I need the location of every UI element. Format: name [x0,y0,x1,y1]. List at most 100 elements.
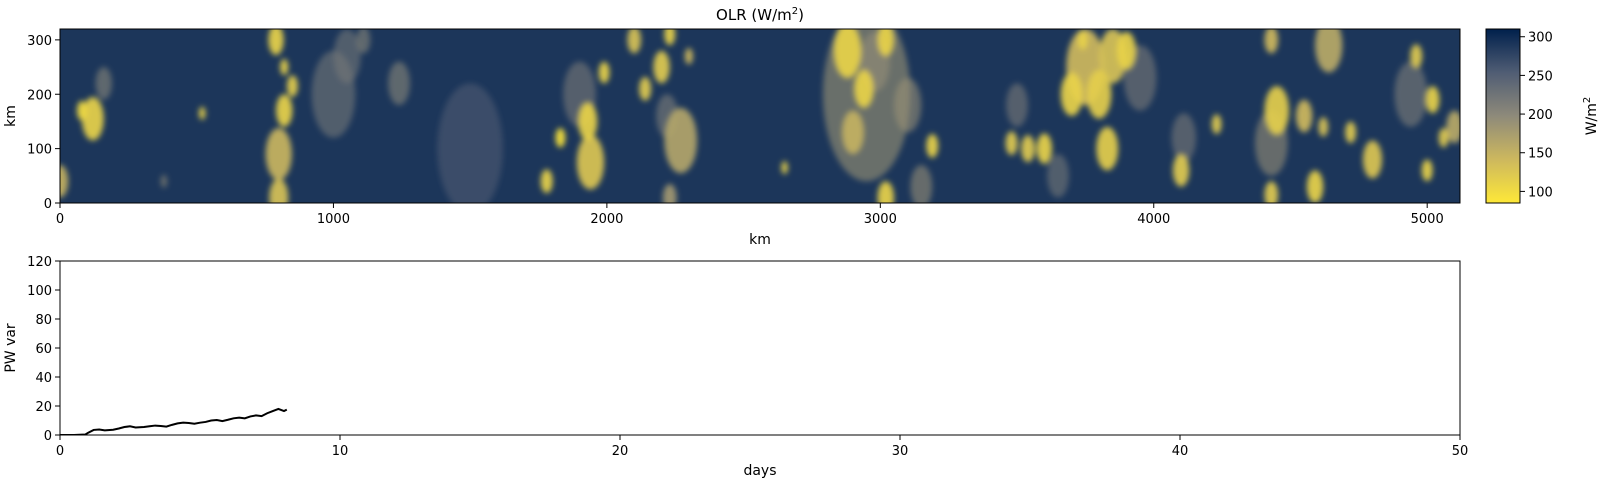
heatmap-y-ticks: 0 100 200 300 [27,34,60,212]
colorbar-label: W/m2 [1582,97,1600,136]
olr-cloud-feature [280,58,289,76]
heatmap-x-tick-label: 3000 [864,212,897,227]
olr-cloud-feature [356,29,371,54]
olr-cloud-feature [842,110,864,155]
olr-cloud-feature [276,94,293,127]
heatmap-plot-area [60,29,1460,203]
heatmap-x-tick-label: 4000 [1137,212,1170,227]
olr-cloud-feature [1345,121,1357,144]
line-y-tick-label: 20 [35,400,52,415]
colorbar-tick-label: 200 [1528,108,1553,123]
olr-cloud-feature [333,29,361,84]
olr-cloud-feature [1362,140,1383,179]
olr-cloud-feature [877,181,894,203]
heatmap-ylabel: km [3,105,19,127]
olr-cloud-feature [1171,113,1197,163]
heatmap-x-ticks: 0 1000 2000 3000 4000 5000 [56,203,1444,227]
olr-cloud-feature [76,100,87,121]
olr-cloud-feature [1096,126,1119,171]
colorbar-tick-label: 100 [1528,185,1553,200]
olr-cloud-feature [639,76,652,101]
line-y-tick-label: 40 [35,371,52,386]
olr-cloud-feature [1410,44,1423,69]
line-y-tick-label: 60 [35,342,52,357]
olr-cloud-feature [1425,86,1440,114]
olr-cloud-feature [1306,170,1324,203]
olr-cloud-feature [388,61,410,106]
heatmap-x-tick-label: 2000 [590,212,623,227]
line-x-ticks: 0 10 20 30 40 50 [56,435,1468,459]
colorbar-tick-label: 250 [1528,69,1553,84]
line-x-tick-label: 20 [612,444,629,459]
olr-cloud-feature [1438,127,1449,148]
olr-cloud-feature [1318,117,1329,137]
heatmap-y-tick-label: 100 [27,143,52,158]
line-y-tick-label: 100 [27,284,52,299]
olr-cloud-feature [269,178,289,203]
heatmap-x-tick-label: 5000 [1411,212,1444,227]
olr-cloud-feature [1295,99,1313,133]
olr-cloud-feature [877,29,894,57]
line-x-tick-label: 10 [332,444,349,459]
line-plot-frame [59,260,1461,436]
olr-cloud-feature [578,102,598,141]
olr-cloud-feature [854,69,874,108]
olr-cloud-feature [540,169,553,194]
line-y-tick-label: 80 [35,313,52,328]
olr-cloud-feature [664,29,676,46]
line-x-tick-label: 50 [1452,444,1469,459]
heatmap-frame [59,28,1461,204]
olr-cloud-feature [1005,131,1018,156]
olr-cloud-feature [1421,159,1433,182]
olr-cloud-feature [81,96,104,141]
line-x-tick-label: 40 [1172,444,1189,459]
olr-cloud-feature [95,67,112,100]
heatmap-x-tick-label: 0 [56,212,64,227]
olr-cloud-feature [1172,154,1190,187]
heatmap-y-tick-label: 0 [44,197,52,212]
olr-cloud-feature [1446,110,1460,144]
olr-cloud-feature [1264,86,1290,136]
heatmap-cloud-features [60,29,1460,203]
olr-cloud-feature [926,133,939,158]
olr-cloud-feature [268,29,284,56]
colorbar-gradient [1485,28,1521,204]
colorbar-ticks: 100 150 200 250 300 [1520,31,1553,200]
heatmap-y-tick-label: 300 [27,34,52,49]
olr-cloud-feature [286,75,298,97]
olr-cloud-feature [1060,72,1083,116]
colorbar-tick-label: 300 [1528,31,1553,46]
heatmap-x-tick-label: 1000 [317,212,350,227]
olr-cloud-feature [1315,29,1343,73]
line-x-tick-label: 0 [56,444,64,459]
heatmap-xlabel: km [749,232,771,248]
olr-cloud-feature [1116,31,1136,70]
olr-cloud-feature [1021,135,1035,163]
line-xlabel: days [743,463,776,479]
olr-cloud-feature [576,135,605,190]
line-y-ticks: 0 20 40 60 80 100 120 [27,255,60,444]
olr-cloud-feature [555,127,566,148]
olr-cloud-feature [598,61,610,84]
heatmap-title: OLR (W/m2) [716,6,804,24]
olr-cloud-feature [1047,154,1069,198]
olr-cloud-feature [1211,114,1222,134]
olr-cloud-feature [833,29,862,78]
line-x-tick-label: 30 [892,444,909,459]
olr-cloud-feature [781,161,788,175]
olr-cloud-feature [653,50,670,84]
olr-cloud-feature [1006,83,1028,127]
line-y-tick-label: 0 [44,429,52,444]
colorbar-tick-label: 150 [1528,147,1553,162]
olr-cloud-feature [437,83,503,203]
pw-var-series-line [60,407,288,435]
olr-cloud-feature [1036,133,1053,164]
olr-cloud-feature [265,127,292,181]
olr-cloud-feature [664,107,698,174]
olr-cloud-feature [1086,69,1112,119]
olr-cloud-feature [160,174,168,188]
heatmap-y-tick-label: 200 [27,88,52,103]
heatmap-background [60,29,1460,203]
olr-cloud-feature [627,29,642,54]
